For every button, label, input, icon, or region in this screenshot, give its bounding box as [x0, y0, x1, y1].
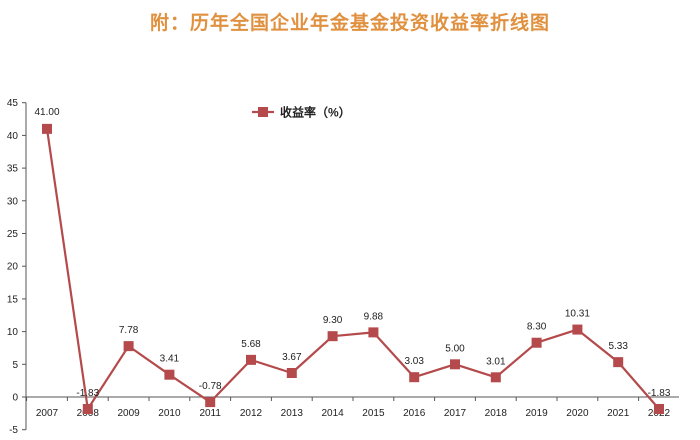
y-tick-label: -5 [9, 425, 18, 436]
x-tick-label: 2015 [362, 408, 385, 419]
series-polyline [45, 128, 660, 411]
data-label: 5.68 [241, 339, 261, 350]
data-point [246, 354, 256, 365]
y-tick-label: 30 [7, 196, 19, 207]
data-label: -0.78 [199, 381, 222, 392]
data-point [613, 357, 624, 368]
y-tick-labels: -5 0 5 10 15 20 25 30 35 40 45 [7, 98, 19, 436]
legend-label: 收益率（%） [280, 105, 351, 120]
data-labels: 41.00 -1.83 7.78 3.41 -0.78 5.68 3.67 9.30 9.88 3… [34, 107, 670, 399]
legend: 收益率（%） [252, 105, 351, 120]
y-tick-label: 25 [7, 229, 19, 240]
x-tick-labels: 2007200820092010201120122013201420152016… [36, 408, 671, 419]
data-point [531, 337, 542, 348]
data-label: 5.00 [445, 343, 465, 354]
x-tick-label: 2013 [281, 408, 304, 419]
x-tick-label: 2010 [158, 408, 181, 419]
y-tick-label: 5 [12, 360, 18, 371]
data-label: 9.30 [323, 315, 343, 326]
data-point [368, 327, 379, 338]
data-label: 3.01 [486, 356, 506, 367]
data-label: 9.88 [364, 311, 384, 322]
chart-title: 附：历年全国企业年金基金投资收益率折线图 [149, 12, 550, 34]
y-tick-label: 40 [7, 131, 19, 142]
data-label: 3.67 [282, 352, 302, 363]
series-line [45, 128, 660, 411]
data-label: 10.31 [565, 309, 590, 320]
series-markers [42, 123, 664, 414]
data-point [82, 403, 93, 414]
legend-marker [258, 107, 268, 117]
data-point [490, 372, 501, 383]
y-tick-label: 15 [7, 294, 19, 305]
y-tick-label: 20 [7, 262, 19, 273]
x-tick-label: 2017 [444, 408, 467, 419]
axes [22, 102, 679, 431]
data-point [286, 367, 297, 378]
x-tick-label: 2021 [607, 408, 630, 419]
x-tick-label: 2011 [199, 408, 221, 419]
data-point [450, 359, 460, 370]
data-point [164, 369, 175, 380]
x-tick-label: 2009 [117, 408, 140, 419]
x-tick-label: 2007 [36, 408, 59, 419]
data-label: -1.83 [76, 388, 99, 399]
data-label: 3.03 [404, 356, 424, 367]
data-point [409, 372, 420, 383]
y-tick-label: 45 [7, 98, 19, 109]
data-label: -1.83 [648, 388, 671, 399]
data-label: 7.78 [119, 325, 139, 336]
data-point [327, 331, 338, 342]
data-point [654, 403, 664, 414]
data-label: 41.00 [34, 107, 59, 118]
data-label: 8.30 [527, 322, 547, 333]
x-tick-label: 2018 [485, 408, 508, 419]
x-tick-label: 2012 [240, 408, 263, 419]
data-label: 5.33 [608, 341, 628, 352]
data-label: 3.41 [160, 354, 180, 365]
y-tick-label: 10 [7, 327, 19, 338]
data-point [123, 341, 134, 352]
x-tick-label: 2019 [525, 408, 548, 419]
x-tick-label: 2020 [566, 408, 589, 419]
x-tick-label: 2016 [403, 408, 426, 419]
y-tick-label: 35 [7, 164, 19, 175]
data-point [42, 123, 52, 134]
data-point [205, 397, 216, 408]
x-tick-label: 2014 [321, 408, 344, 419]
data-point [572, 324, 583, 335]
y-tick-label: 0 [12, 393, 18, 404]
